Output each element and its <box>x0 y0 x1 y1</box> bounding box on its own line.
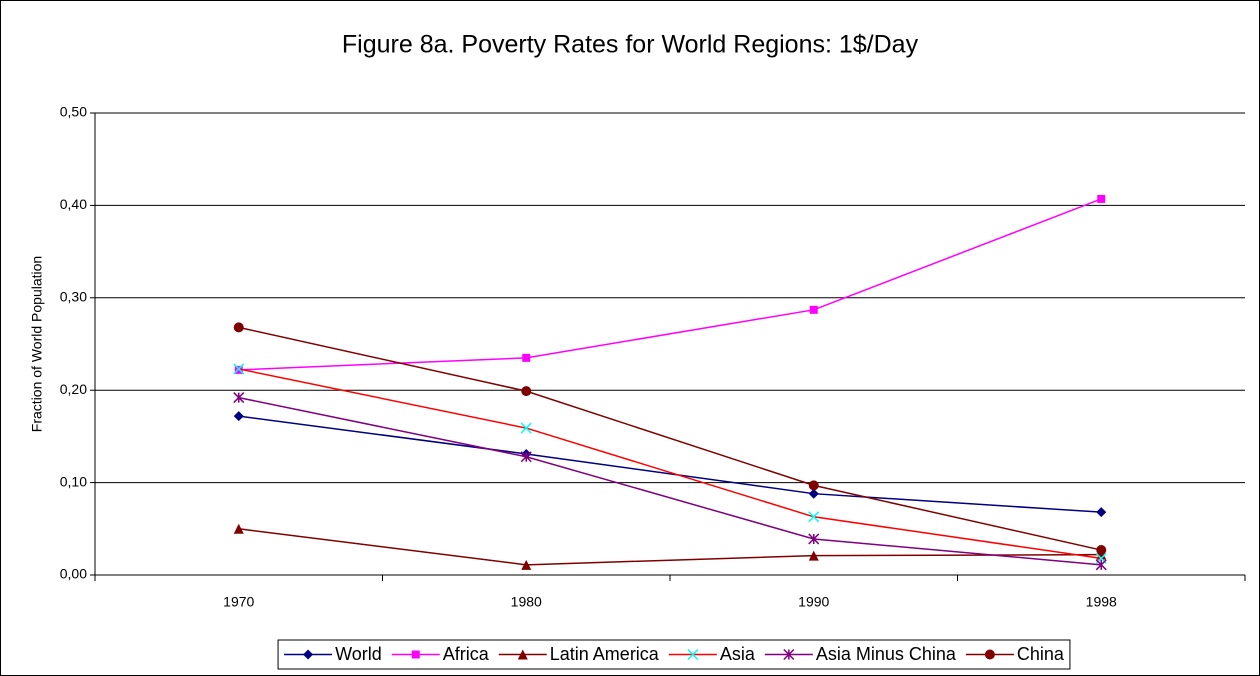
marker <box>233 322 244 333</box>
y-tick-label: 0,10 <box>60 473 87 489</box>
legend-item: China <box>965 644 1065 664</box>
legend-item: Africa <box>391 644 490 664</box>
marker <box>808 533 820 545</box>
legend-label: Latin America <box>550 644 660 664</box>
marker <box>1097 194 1106 203</box>
marker <box>411 650 420 659</box>
marker <box>233 411 244 422</box>
marker <box>233 363 245 375</box>
legend-label: World <box>335 644 382 664</box>
x-tick-label: 1980 <box>511 594 542 610</box>
marker <box>783 648 795 661</box>
marker <box>808 480 819 491</box>
marker <box>808 511 820 523</box>
x-tick-label: 1990 <box>798 594 829 610</box>
marker <box>984 649 995 660</box>
marker <box>303 649 314 660</box>
marker <box>233 392 245 404</box>
legend-label: China <box>1017 644 1065 664</box>
marker <box>1095 559 1107 571</box>
legend-item: Asia <box>668 644 756 664</box>
chart-title: Figure 8a. Poverty Rates for World Regio… <box>342 31 919 59</box>
y-tick-label: 0,50 <box>60 104 87 120</box>
y-tick-label: 0,20 <box>60 381 87 397</box>
marker <box>520 422 532 434</box>
y-tick-label: 0,00 <box>60 566 87 582</box>
legend-label: Africa <box>443 644 490 664</box>
marker <box>687 648 699 661</box>
marker <box>1096 507 1107 518</box>
marker <box>808 488 819 499</box>
y-tick-label: 0,30 <box>60 289 87 305</box>
x-tick-label: 1970 <box>223 594 254 610</box>
marker <box>521 386 532 397</box>
series-line <box>238 198 1102 371</box>
marker <box>809 305 818 314</box>
legend-item: Asia Minus China <box>764 644 957 664</box>
x-tick-label: 1998 <box>1086 594 1117 610</box>
series-line <box>238 326 1102 551</box>
series-line <box>238 368 1102 560</box>
legend-item: World <box>284 644 382 664</box>
legend-item: Latin America <box>498 644 660 664</box>
marker <box>522 353 531 362</box>
marker <box>520 451 532 463</box>
y-axis-label: Fraction of World Population <box>29 256 45 432</box>
series-line <box>238 396 1102 566</box>
legend-label: Asia <box>720 644 756 664</box>
legend-label: Asia Minus China <box>816 644 957 664</box>
marker <box>517 649 528 660</box>
marker <box>521 559 532 570</box>
marker <box>1096 545 1107 556</box>
marker <box>808 550 819 561</box>
y-tick-label: 0,40 <box>60 196 87 212</box>
legend: World Africa Latin America Asia Asia Minus C… <box>277 639 1071 670</box>
marker <box>233 523 244 534</box>
series-line <box>238 415 1102 513</box>
series-line <box>238 528 1102 566</box>
